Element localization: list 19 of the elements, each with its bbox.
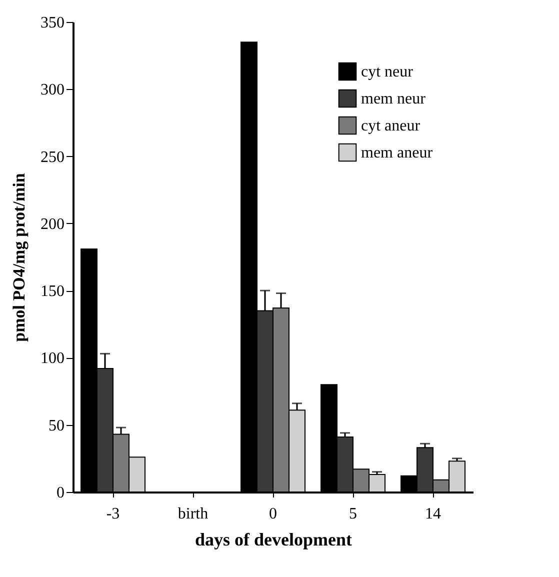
y-tick-label: 300 xyxy=(40,82,64,99)
x-tick-label: 5 xyxy=(349,506,357,522)
y-tick-label: 0 xyxy=(56,484,64,502)
x-tick-label: birth xyxy=(178,506,208,522)
x-tick-label: -3 xyxy=(106,506,120,522)
x-tick-label: 14 xyxy=(425,506,441,522)
y-tick-label: 50 xyxy=(48,417,64,434)
y-tick-label: 200 xyxy=(40,216,64,233)
x-axis-title: days of development xyxy=(195,530,352,550)
legend-label: cyt neur xyxy=(361,64,414,80)
y-tick-label: 150 xyxy=(40,283,64,300)
legend-label: mem aneur xyxy=(361,144,434,162)
y-tick-label: 350 xyxy=(40,14,64,32)
y-tick-label: 250 xyxy=(40,148,64,166)
x-tick-label: 0 xyxy=(269,506,277,522)
y-tick-label: 100 xyxy=(40,350,64,368)
legend-label: mem neur xyxy=(361,90,426,108)
legend-label: cyt aneur xyxy=(361,118,421,134)
y-axis-title: pmol PO4/mg prot/min xyxy=(10,172,28,342)
